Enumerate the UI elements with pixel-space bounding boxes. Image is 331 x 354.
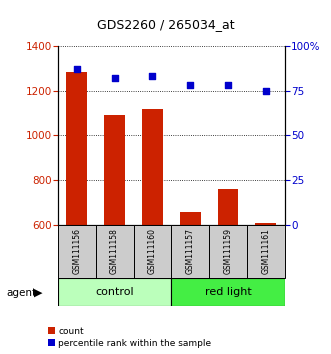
Text: GSM111158: GSM111158 xyxy=(110,228,119,274)
FancyBboxPatch shape xyxy=(58,225,96,278)
Bar xyxy=(67,72,87,354)
Bar xyxy=(217,189,238,354)
FancyBboxPatch shape xyxy=(133,225,171,278)
Text: GSM111157: GSM111157 xyxy=(186,228,195,274)
Bar xyxy=(104,115,125,354)
FancyBboxPatch shape xyxy=(58,278,171,306)
FancyBboxPatch shape xyxy=(209,225,247,278)
Point xyxy=(74,67,79,72)
Text: GDS2260 / 265034_at: GDS2260 / 265034_at xyxy=(97,18,234,30)
Bar xyxy=(256,223,276,354)
Bar xyxy=(180,212,201,354)
Text: red light: red light xyxy=(205,287,251,297)
Text: ▶: ▶ xyxy=(34,288,42,298)
FancyBboxPatch shape xyxy=(247,225,285,278)
Point xyxy=(150,74,155,79)
Point xyxy=(188,82,193,88)
Text: GSM111160: GSM111160 xyxy=(148,228,157,274)
Text: agent: agent xyxy=(7,288,37,298)
Text: GSM111161: GSM111161 xyxy=(261,228,270,274)
Text: GSM111159: GSM111159 xyxy=(223,228,232,274)
FancyBboxPatch shape xyxy=(171,225,209,278)
Legend: count, percentile rank within the sample: count, percentile rank within the sample xyxy=(48,327,212,348)
Point xyxy=(225,82,231,88)
Point xyxy=(263,88,268,93)
Bar xyxy=(142,109,163,354)
Point xyxy=(112,75,117,81)
FancyBboxPatch shape xyxy=(171,278,285,306)
Text: GSM111156: GSM111156 xyxy=(72,228,81,274)
FancyBboxPatch shape xyxy=(96,225,133,278)
Text: control: control xyxy=(95,287,134,297)
